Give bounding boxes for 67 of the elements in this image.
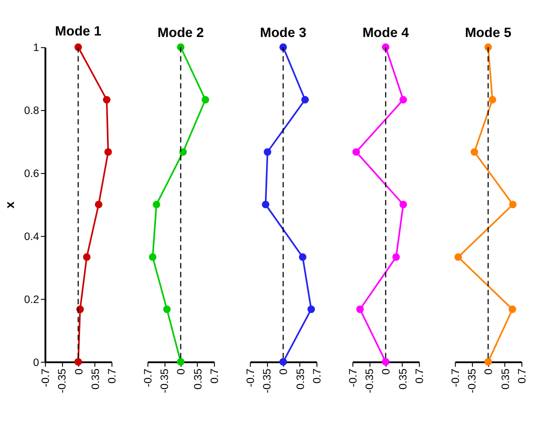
x-tick-label: -0.35 (364, 368, 376, 394)
point (152, 200, 160, 208)
x-tick-label: 0.35 (90, 368, 102, 390)
point (392, 253, 400, 261)
point (508, 306, 516, 314)
y-tick-label: 1 (33, 42, 40, 54)
point (352, 148, 360, 156)
point (102, 96, 110, 104)
point (202, 96, 210, 104)
x-tick-label: -0.7 (40, 368, 52, 388)
x-tick-label: -0.7 (142, 368, 154, 388)
x-tick-label: -0.7 (347, 368, 360, 388)
chart-title: Mode 1 (55, 23, 102, 38)
x-tick-label: 0.7 (311, 368, 324, 384)
x-tick-label: -0.35 (159, 368, 172, 394)
point (279, 358, 287, 366)
x-tick-label: 0.35 (397, 368, 410, 390)
point (470, 148, 478, 156)
point (264, 148, 272, 156)
point (484, 358, 492, 366)
point (176, 43, 184, 51)
x-tick-label: 0 (380, 368, 393, 375)
point (356, 306, 364, 314)
x-tick-label: 0 (483, 368, 496, 375)
point (399, 200, 408, 208)
point (454, 253, 462, 261)
point (179, 148, 187, 156)
y-tick-label: 0.8 (24, 105, 40, 118)
point (163, 306, 171, 314)
x-tick-label: 0.7 (209, 368, 222, 384)
point (74, 358, 82, 366)
point (148, 253, 156, 261)
point (307, 306, 315, 314)
x-tick-label: 0 (176, 368, 188, 375)
y-tick-label: 0.4 (24, 231, 40, 244)
x-tick-label: -0.7 (450, 368, 462, 388)
point (488, 96, 496, 104)
chart-title: Mode 4 (362, 25, 410, 40)
chart-title: Mode 2 (157, 25, 204, 40)
x-tick-label: 0.35 (192, 368, 204, 390)
x-tick-label: 0 (73, 368, 86, 375)
x-tick-label: 0.35 (500, 368, 512, 390)
x-tick-label: 0.7 (414, 368, 426, 384)
y-tick-label: 0.6 (24, 168, 40, 180)
x-tick-label: -0.7 (244, 368, 257, 388)
y-tick-label: 0.2 (24, 294, 40, 306)
x-tick-label: -0.35 (262, 368, 274, 394)
point (104, 148, 112, 156)
point (262, 200, 270, 208)
point (399, 96, 408, 104)
x-tick-label: 0.7 (516, 368, 528, 384)
x-tick-label: 0.7 (106, 368, 119, 384)
point (83, 253, 91, 261)
point (382, 358, 390, 366)
point (298, 253, 306, 261)
y-axis-title: x (3, 201, 18, 208)
chart-title: Mode 3 (260, 25, 306, 40)
point (94, 200, 102, 208)
x-tick-label: 0 (278, 368, 290, 375)
x-tick-label: 0.35 (294, 368, 307, 390)
chart-title: Mode 5 (464, 25, 512, 40)
x-tick-label: -0.35 (56, 368, 69, 394)
point (301, 96, 309, 104)
point (509, 200, 517, 208)
point (279, 43, 287, 51)
point (176, 358, 184, 366)
x-tick-label: -0.35 (466, 368, 479, 394)
